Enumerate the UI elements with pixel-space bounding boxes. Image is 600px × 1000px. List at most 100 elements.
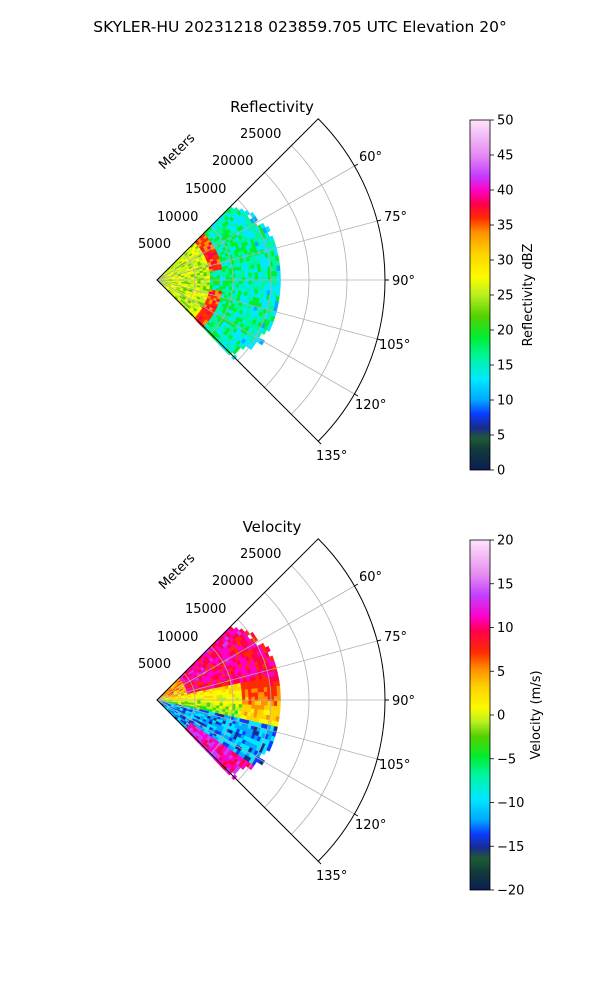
velocity-gate: [245, 700, 249, 706]
reflectivity-colorbar-tick-label: 25: [497, 289, 514, 304]
velocity-theta-tick-label: 60°: [359, 570, 382, 585]
reflectivity-gate: [264, 280, 269, 287]
reflectivity-gate: [261, 280, 265, 286]
reflectivity-azimuth-line: [156, 279, 378, 340]
reflectivity-gate: [264, 271, 269, 277]
reflectivity-colorbar-tick-label: 20: [497, 324, 514, 339]
velocity-gate: [213, 700, 217, 704]
velocity-gate: [277, 695, 281, 702]
velocity-colorbar-tick-label: 15: [497, 577, 514, 592]
reflectivity-gate: [276, 291, 281, 298]
reflectivity-azimuth-line: [156, 220, 378, 281]
reflectivity-gate: [222, 280, 227, 284]
velocity-gate: [222, 694, 227, 699]
velocity-theta-tick-label: 90°: [392, 694, 415, 709]
reflectivity-gate: [259, 338, 265, 346]
velocity-title: Velocity: [243, 518, 302, 536]
velocity-gate: [213, 695, 217, 699]
reflectivity-gate: [206, 275, 211, 279]
reflectivity-gate: [225, 271, 230, 276]
reflectivity-gate: [213, 275, 217, 279]
velocity-gate: [209, 695, 214, 699]
reflectivity-gate: [264, 276, 268, 282]
reflectivity-gate: [209, 273, 214, 277]
reflectivity-grid: [156, 118, 389, 445]
reflectivity-gate: [254, 276, 259, 282]
reflectivity-gate: [276, 281, 281, 287]
velocity-gate: [254, 692, 259, 698]
velocity-gate: [276, 685, 281, 692]
reflectivity-gate: [238, 284, 243, 289]
velocity-gate: [229, 700, 233, 705]
reflectivity-r-tick-label: 20000: [212, 154, 253, 169]
reflectivity-r-tick-label: 10000: [157, 210, 198, 225]
velocity-colorbar-tick-label: 5: [497, 665, 505, 680]
reflectivity-gate: [245, 280, 249, 286]
reflectivity-gate: [245, 276, 249, 282]
reflectivity-gate: [225, 274, 230, 279]
reflectivity-gate: [260, 271, 265, 277]
velocity-gate: [238, 700, 243, 705]
reflectivity-azimuth-line: [156, 279, 355, 395]
reflectivity-gate: [238, 280, 243, 285]
velocity-gate: [222, 700, 227, 704]
velocity-gate: [263, 705, 268, 711]
reflectivity-gate: [275, 260, 281, 267]
reflectivity-r-ticks: 5000 10000 15000 20000 25000: [138, 127, 281, 252]
velocity-theta-tick-label: 75°: [384, 630, 407, 645]
reflectivity-gate: [197, 276, 202, 279]
reflectivity-colorbar: 0 5 10 15 20 25 30 35 40 45 50 Reflectivity dBZ: [469, 114, 536, 479]
velocity-azimuth-line: [156, 640, 378, 701]
reflectivity-colorbar-tick-label: 50: [497, 114, 514, 129]
velocity-gate: [238, 689, 243, 695]
velocity-gate: [247, 688, 252, 694]
reflectivity-gate: [229, 274, 233, 278]
reflectivity-colorbar-tick-label: 30: [497, 254, 514, 269]
reflectivity-gate: [276, 286, 281, 292]
reflectivity-theta-tick-mark: [354, 393, 359, 397]
velocity-gate: [257, 700, 262, 706]
reflectivity-gate: [248, 272, 253, 278]
figure-suptitle: SKYLER-HU 20231218 023859.705 UTC Elevat…: [93, 18, 507, 36]
reflectivity-gate: [254, 280, 259, 286]
velocity-gate: [275, 680, 281, 687]
reflectivity-gate: [254, 284, 259, 290]
reflectivity-gate: [238, 269, 243, 275]
reflectivity-theta-tick-label: 120°: [355, 398, 386, 413]
velocity-theta-tick-label: 135°: [316, 869, 347, 884]
velocity-colorbar-tick-label: −5: [497, 752, 516, 767]
reflectivity-gate: [219, 280, 224, 284]
reflectivity-gate: [258, 276, 262, 282]
velocity-gate: [219, 692, 224, 696]
reflectivity-gate: [235, 280, 240, 285]
reflectivity-gate: [273, 280, 278, 287]
reflectivity-gate: [244, 273, 249, 278]
velocity-gate: [225, 700, 230, 705]
velocity-gate: [238, 693, 243, 698]
reflectivity-gate: [225, 283, 230, 288]
velocity-azimuth-line: [156, 585, 355, 701]
reflectivity-colorbar-fill: [469, 119, 491, 471]
velocity-gate: [260, 691, 265, 697]
reflectivity-theta-tick-mark: [317, 440, 322, 445]
reflectivity-r-tick-label: 5000: [138, 237, 171, 252]
reflectivity-gate: [247, 268, 252, 274]
reflectivity-theta-ticks: 60° 75° 90° 105° 120° 135°: [316, 150, 415, 464]
velocity-gate: [265, 645, 271, 653]
reflectivity-gate: [234, 266, 239, 272]
reflectivity-gate: [219, 274, 224, 279]
velocity-gate: [276, 706, 281, 712]
velocity-gate: [273, 690, 278, 697]
reflectivity-gate: [238, 273, 243, 278]
velocity-r-tick-label: 10000: [157, 630, 198, 645]
reflectivity-gate: [219, 272, 224, 276]
reflectivity-gate: [203, 280, 208, 283]
reflectivity-title: Reflectivity: [230, 98, 314, 116]
velocity-gate: [274, 675, 280, 682]
velocity-colorbar-ticks: −20 −15 −10 −5 0 5 10 15 20: [490, 534, 524, 899]
velocity-gate: [219, 694, 224, 699]
velocity-gate: [241, 693, 246, 698]
reflectivity-colorbar-tick-label: 10: [497, 394, 514, 409]
reflectivity-gate: [216, 275, 221, 279]
